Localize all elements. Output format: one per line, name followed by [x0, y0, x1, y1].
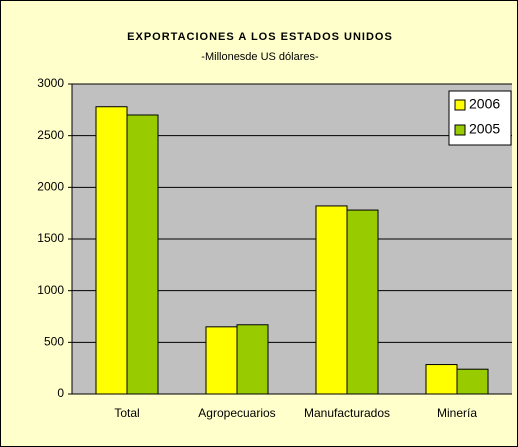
- y-tick-label: 0: [57, 386, 64, 400]
- bar: [315, 205, 348, 395]
- bar: [205, 326, 238, 395]
- bar: [346, 209, 379, 395]
- x-tick-label: Agropecuarios: [198, 406, 275, 420]
- bar: [456, 368, 489, 395]
- bar: [126, 114, 159, 395]
- chart-title: EXPORTACIONES A LOS ESTADOS UNIDOS: [127, 31, 393, 43]
- legend-swatch: [454, 99, 466, 111]
- x-tick-label: Minería: [437, 406, 477, 420]
- x-tick-label: Manufacturados: [304, 406, 390, 420]
- y-tick-label: 500: [44, 335, 64, 349]
- y-tick-label: 2500: [37, 128, 64, 142]
- y-tick-label: 3000: [37, 76, 64, 90]
- legend-swatch: [454, 124, 466, 136]
- legend-box: [448, 90, 512, 146]
- legend-label: 2006: [469, 96, 500, 112]
- y-tick-label: 1000: [37, 283, 64, 297]
- y-tick-label: 1500: [37, 231, 64, 245]
- chart-subtitle: -Millonesde US dólares-: [201, 51, 319, 63]
- legend-label: 2005: [469, 121, 500, 137]
- bar: [236, 324, 269, 395]
- bar: [425, 364, 458, 395]
- bar: [95, 106, 128, 395]
- y-tick-label: 2000: [37, 180, 64, 194]
- x-tick-label: Total: [114, 406, 139, 420]
